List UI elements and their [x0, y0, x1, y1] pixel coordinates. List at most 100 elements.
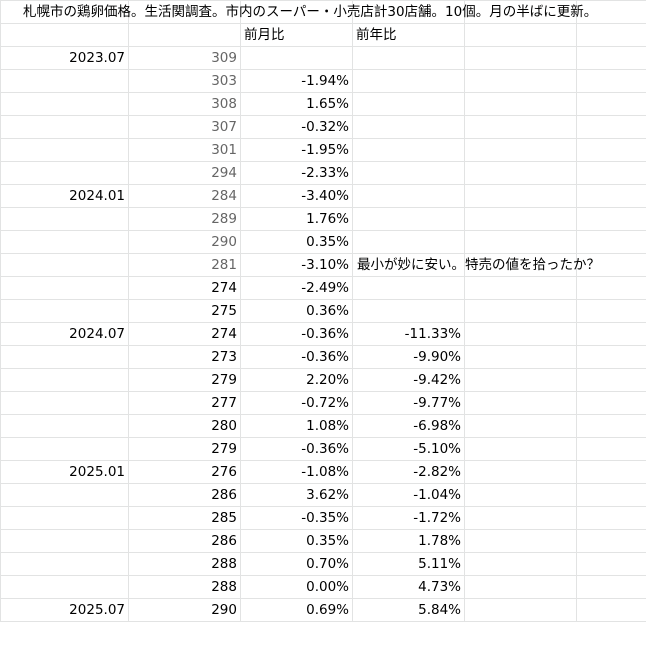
- price-cell[interactable]: 288: [128, 552, 241, 576]
- cell[interactable]: [464, 230, 577, 254]
- cell[interactable]: [576, 345, 646, 369]
- mom-cell[interactable]: -3.10%: [240, 253, 353, 277]
- price-cell[interactable]: 286: [128, 483, 241, 507]
- mom-cell[interactable]: 0.36%: [240, 299, 353, 323]
- yoy-cell[interactable]: 5.11%: [352, 552, 465, 576]
- yoy-cell[interactable]: [352, 184, 465, 208]
- cell[interactable]: [464, 161, 577, 185]
- cell[interactable]: [576, 483, 646, 507]
- yoy-cell[interactable]: -2.82%: [352, 460, 465, 484]
- cell[interactable]: [464, 345, 577, 369]
- date-cell[interactable]: [0, 391, 129, 415]
- mom-cell[interactable]: 3.62%: [240, 483, 353, 507]
- cell[interactable]: [464, 529, 577, 553]
- cell[interactable]: [464, 414, 577, 438]
- cell[interactable]: [464, 460, 577, 484]
- mom-cell[interactable]: -0.35%: [240, 506, 353, 530]
- price-cell[interactable]: 289: [128, 207, 241, 231]
- mom-cell[interactable]: -2.49%: [240, 276, 353, 300]
- mom-cell[interactable]: 0.69%: [240, 598, 353, 622]
- price-cell[interactable]: 273: [128, 345, 241, 369]
- mom-cell[interactable]: -0.32%: [240, 115, 353, 139]
- date-cell[interactable]: [0, 230, 129, 254]
- yoy-cell[interactable]: -9.77%: [352, 391, 465, 415]
- yoy-cell[interactable]: -1.04%: [352, 483, 465, 507]
- mom-cell[interactable]: -0.36%: [240, 345, 353, 369]
- price-cell[interactable]: 285: [128, 506, 241, 530]
- yoy-cell[interactable]: [352, 92, 465, 116]
- cell[interactable]: [576, 92, 646, 116]
- date-cell[interactable]: 2024.01: [0, 184, 129, 208]
- price-cell[interactable]: 274: [128, 276, 241, 300]
- cell[interactable]: [464, 46, 577, 70]
- cell[interactable]: [0, 23, 129, 47]
- mom-cell[interactable]: 1.65%: [240, 92, 353, 116]
- date-cell[interactable]: [0, 529, 129, 553]
- cell[interactable]: [576, 46, 646, 70]
- date-cell[interactable]: [0, 414, 129, 438]
- price-cell[interactable]: 290: [128, 230, 241, 254]
- cell[interactable]: [576, 69, 646, 93]
- cell[interactable]: [464, 552, 577, 576]
- price-cell[interactable]: 275: [128, 299, 241, 323]
- cell[interactable]: [464, 368, 577, 392]
- mom-cell[interactable]: -1.95%: [240, 138, 353, 162]
- date-cell[interactable]: [0, 161, 129, 185]
- cell[interactable]: [576, 207, 646, 231]
- cell[interactable]: [464, 184, 577, 208]
- cell[interactable]: [576, 299, 646, 323]
- date-cell[interactable]: 2023.07: [0, 46, 129, 70]
- cell[interactable]: [464, 92, 577, 116]
- date-cell[interactable]: [0, 552, 129, 576]
- cell[interactable]: [576, 138, 646, 162]
- yoy-cell[interactable]: -1.72%: [352, 506, 465, 530]
- cell[interactable]: [464, 115, 577, 139]
- price-cell[interactable]: 301: [128, 138, 241, 162]
- mom-cell[interactable]: 0.00%: [240, 575, 353, 599]
- yoy-cell[interactable]: -11.33%: [352, 322, 465, 346]
- cell[interactable]: [464, 276, 577, 300]
- date-cell[interactable]: [0, 299, 129, 323]
- price-cell[interactable]: 286: [128, 529, 241, 553]
- mom-cell[interactable]: [240, 46, 353, 70]
- cell[interactable]: [128, 23, 241, 47]
- yoy-cell[interactable]: -9.90%: [352, 345, 465, 369]
- mom-cell[interactable]: -0.36%: [240, 322, 353, 346]
- cell[interactable]: [464, 138, 577, 162]
- title-cell[interactable]: 札幌市の鶏卵価格。生活関調査。市内のスーパー・小売店計30店舗。10個。月の半ば…: [0, 0, 597, 24]
- mom-cell[interactable]: -1.94%: [240, 69, 353, 93]
- header-mom-cell[interactable]: 前月比: [240, 23, 353, 47]
- yoy-cell[interactable]: [352, 69, 465, 93]
- cell[interactable]: [576, 276, 646, 300]
- cell[interactable]: [464, 575, 577, 599]
- cell[interactable]: [464, 483, 577, 507]
- date-cell[interactable]: [0, 276, 129, 300]
- yoy-cell[interactable]: [352, 161, 465, 185]
- mom-cell[interactable]: 1.08%: [240, 414, 353, 438]
- mom-cell[interactable]: -0.36%: [240, 437, 353, 461]
- price-cell[interactable]: 309: [128, 46, 241, 70]
- cell[interactable]: [464, 69, 577, 93]
- cell[interactable]: [464, 253, 577, 277]
- yoy-cell[interactable]: [352, 299, 465, 323]
- price-cell[interactable]: 279: [128, 368, 241, 392]
- cell[interactable]: [576, 460, 646, 484]
- date-cell[interactable]: [0, 437, 129, 461]
- date-cell[interactable]: [0, 207, 129, 231]
- price-cell[interactable]: 276: [128, 460, 241, 484]
- date-cell[interactable]: [0, 575, 129, 599]
- date-cell[interactable]: [0, 92, 129, 116]
- cell[interactable]: [464, 23, 577, 47]
- price-cell[interactable]: 303: [128, 69, 241, 93]
- date-cell[interactable]: [0, 253, 129, 277]
- mom-cell[interactable]: 0.35%: [240, 230, 353, 254]
- price-cell[interactable]: 294: [128, 161, 241, 185]
- cell[interactable]: [576, 161, 646, 185]
- yoy-cell[interactable]: 1.78%: [352, 529, 465, 553]
- yoy-cell[interactable]: [352, 276, 465, 300]
- cell[interactable]: [576, 322, 646, 346]
- mom-cell[interactable]: 2.20%: [240, 368, 353, 392]
- header-yoy-cell[interactable]: 前年比: [352, 23, 465, 47]
- cell[interactable]: [576, 552, 646, 576]
- date-cell[interactable]: [0, 138, 129, 162]
